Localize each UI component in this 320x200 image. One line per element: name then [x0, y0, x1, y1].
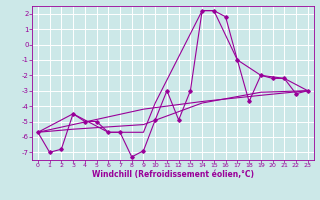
X-axis label: Windchill (Refroidissement éolien,°C): Windchill (Refroidissement éolien,°C) [92, 170, 254, 179]
